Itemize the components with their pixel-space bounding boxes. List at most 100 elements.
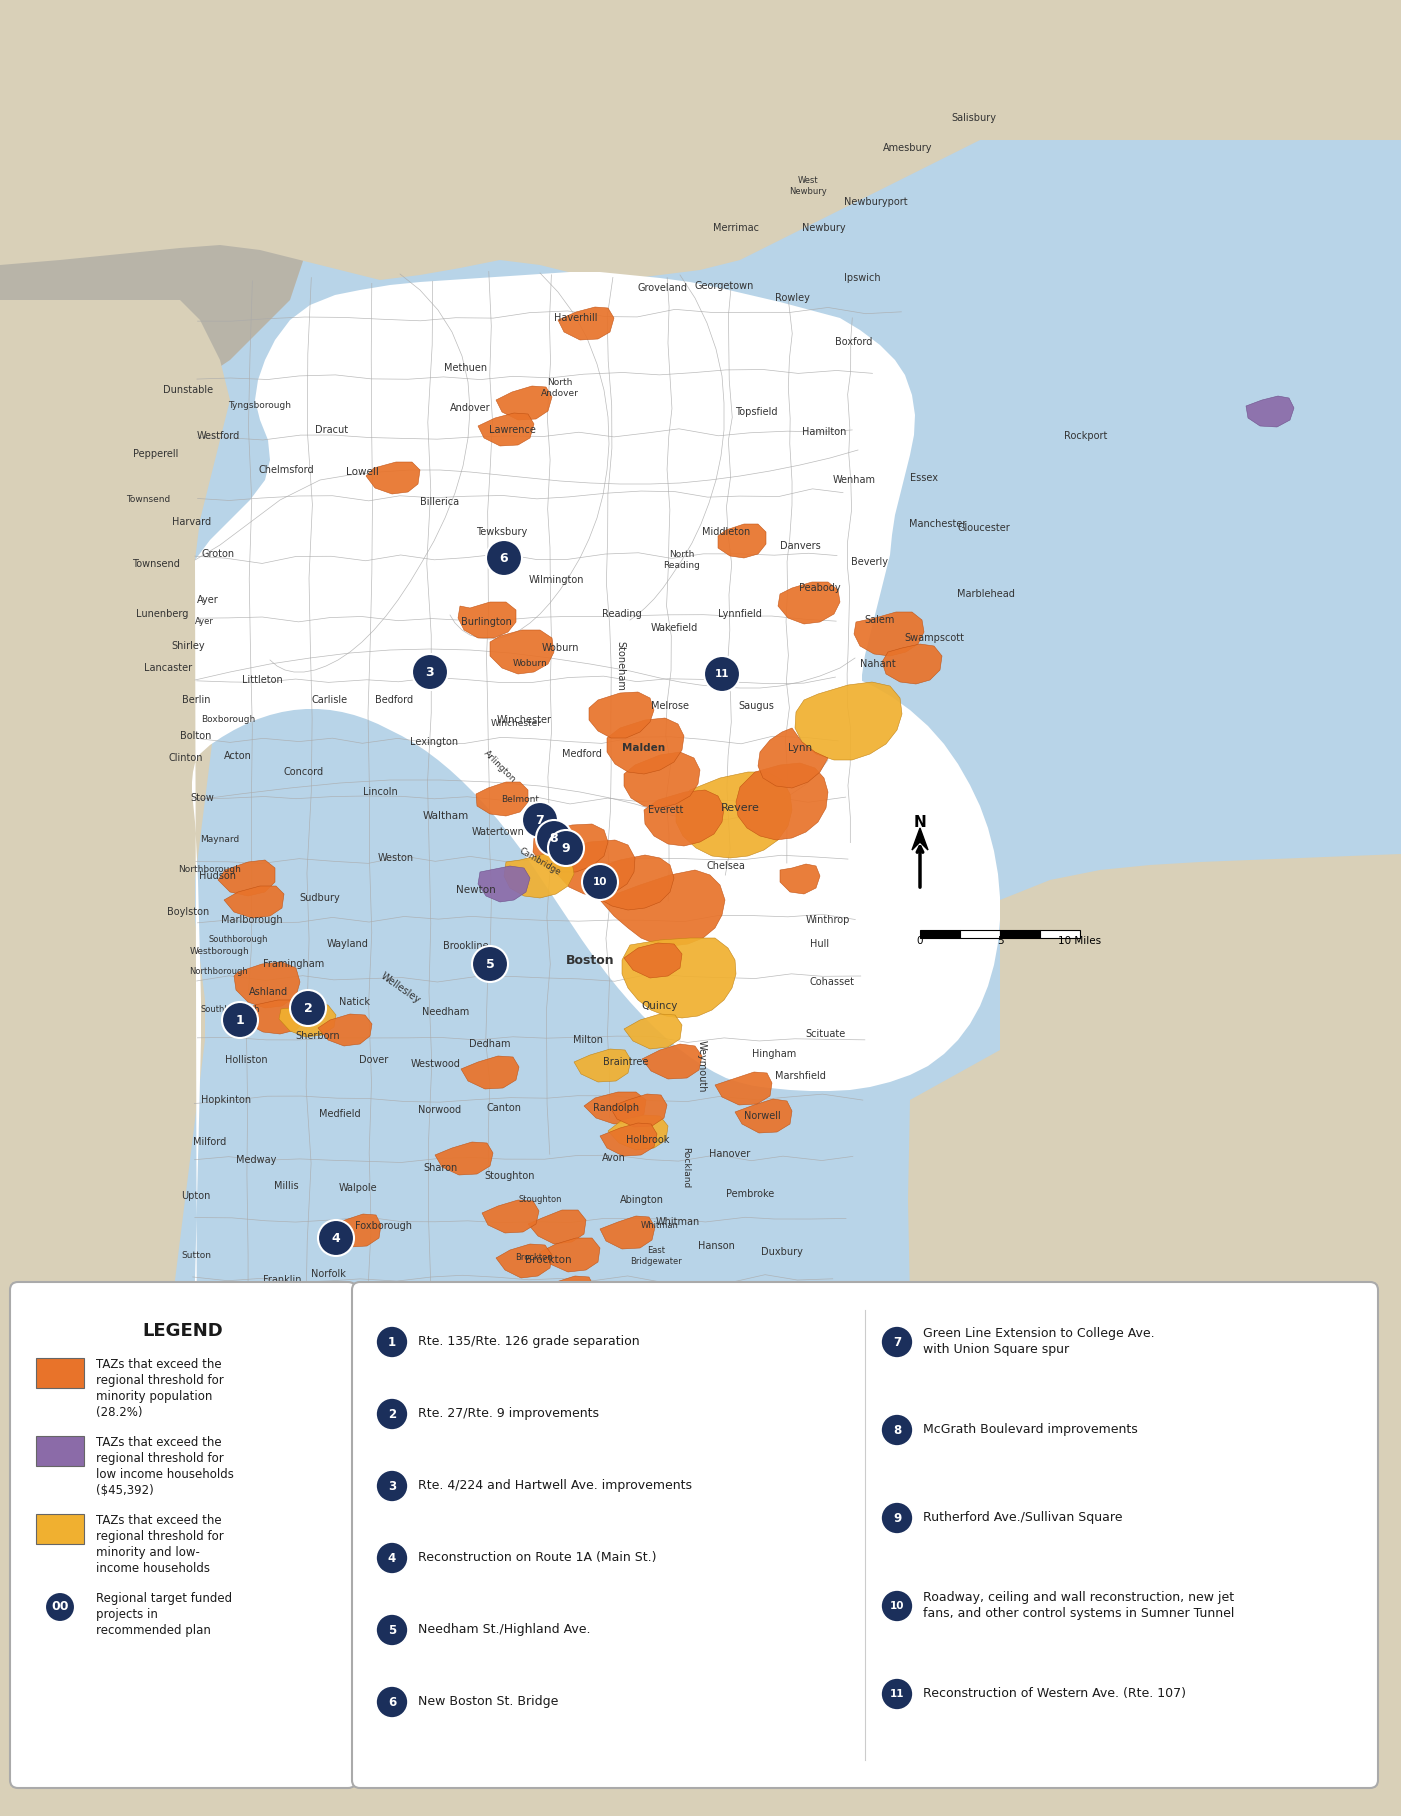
Text: regional threshold for: regional threshold for xyxy=(97,1531,224,1544)
Text: 6: 6 xyxy=(500,552,509,565)
Polygon shape xyxy=(182,1335,234,1367)
Text: Cohasset: Cohasset xyxy=(810,977,855,988)
Bar xyxy=(36,1436,84,1466)
Text: low income households: low income households xyxy=(97,1467,234,1482)
Polygon shape xyxy=(0,0,1401,280)
Text: Georgetown: Georgetown xyxy=(695,281,754,291)
Text: Hingham: Hingham xyxy=(752,1050,796,1059)
Text: Acton: Acton xyxy=(224,752,252,761)
Text: Rowley: Rowley xyxy=(775,292,810,303)
Text: Westborough: Westborough xyxy=(191,948,249,957)
Text: (28.2%): (28.2%) xyxy=(97,1406,143,1418)
Text: Bedford: Bedford xyxy=(375,696,413,705)
Text: Newbury: Newbury xyxy=(803,223,846,232)
Text: Wellesley: Wellesley xyxy=(378,972,422,1006)
Polygon shape xyxy=(588,855,674,910)
Text: Boxford: Boxford xyxy=(835,338,873,347)
Text: Dedham: Dedham xyxy=(469,1039,511,1050)
Text: TAZs that exceed the: TAZs that exceed the xyxy=(97,1515,221,1527)
Text: Swansea: Swansea xyxy=(433,1451,476,1462)
Circle shape xyxy=(523,803,558,837)
Polygon shape xyxy=(478,866,530,903)
Text: Lexington: Lexington xyxy=(410,737,458,746)
Polygon shape xyxy=(0,1582,1401,1816)
Text: Essex: Essex xyxy=(911,472,939,483)
Text: Boxborough: Boxborough xyxy=(200,716,255,725)
Text: Methuen: Methuen xyxy=(444,363,488,372)
Text: Harvard: Harvard xyxy=(172,518,212,527)
Text: East
Bridgewater: East Bridgewater xyxy=(630,1246,682,1266)
Text: Lunenberg: Lunenberg xyxy=(136,608,188,619)
Text: Haverhill: Haverhill xyxy=(555,312,598,323)
Text: Brookline: Brookline xyxy=(443,941,489,952)
Text: Weymouth: Weymouth xyxy=(698,1041,708,1091)
Text: Framingham: Framingham xyxy=(263,959,325,970)
Polygon shape xyxy=(192,272,965,1400)
Text: Pepperell: Pepperell xyxy=(133,449,179,459)
Polygon shape xyxy=(338,1395,389,1427)
Text: Weston: Weston xyxy=(378,854,415,863)
Text: 10 Miles: 10 Miles xyxy=(1058,935,1101,946)
Text: Stoughton: Stoughton xyxy=(485,1171,535,1180)
Text: Norfolk: Norfolk xyxy=(311,1269,346,1278)
Text: 4: 4 xyxy=(332,1231,340,1244)
Text: Easton: Easton xyxy=(531,1340,565,1351)
Text: Arlington: Arlington xyxy=(482,748,518,785)
Text: Cambridge: Cambridge xyxy=(517,846,562,877)
Circle shape xyxy=(412,654,448,690)
Text: Billerica: Billerica xyxy=(420,498,460,507)
Text: Carlisle: Carlisle xyxy=(312,696,347,705)
Polygon shape xyxy=(476,783,528,815)
Text: Amesbury: Amesbury xyxy=(883,143,933,153)
Circle shape xyxy=(375,1398,408,1429)
Text: Marshfield: Marshfield xyxy=(775,1071,825,1081)
Text: Holbrook: Holbrook xyxy=(626,1135,670,1146)
Text: Lynn: Lynn xyxy=(787,743,813,754)
Polygon shape xyxy=(490,630,553,674)
Text: Hudson: Hudson xyxy=(199,872,237,881)
Polygon shape xyxy=(539,1277,594,1309)
Text: 0: 0 xyxy=(916,935,923,946)
Text: North
Reading: North Reading xyxy=(664,550,700,570)
Circle shape xyxy=(375,1326,408,1358)
Text: TAZs that exceed the: TAZs that exceed the xyxy=(97,1436,221,1449)
Text: Winthrop: Winthrop xyxy=(806,915,850,924)
Text: Mendon: Mendon xyxy=(178,1426,214,1435)
Text: Middleton: Middleton xyxy=(702,527,750,538)
Text: Abington: Abington xyxy=(621,1195,664,1206)
Polygon shape xyxy=(1245,396,1295,427)
Text: Chelmsford: Chelmsford xyxy=(258,465,314,476)
Polygon shape xyxy=(623,943,682,979)
Text: Mansfield: Mansfield xyxy=(465,1315,511,1326)
Circle shape xyxy=(318,1220,354,1257)
Circle shape xyxy=(45,1593,76,1622)
Text: Belmont: Belmont xyxy=(502,795,539,804)
Text: Tewksbury: Tewksbury xyxy=(476,527,528,538)
Text: Canton: Canton xyxy=(486,1102,521,1113)
Text: Lynnfield: Lynnfield xyxy=(719,608,762,619)
Text: ($45,392): ($45,392) xyxy=(97,1484,154,1496)
Circle shape xyxy=(290,990,326,1026)
Text: regional threshold for: regional threshold for xyxy=(97,1375,224,1387)
Text: Southborough: Southborough xyxy=(200,1006,259,1015)
Text: West
Newbury: West Newbury xyxy=(789,176,827,196)
Text: Boylston: Boylston xyxy=(167,906,209,917)
Text: Whitman: Whitman xyxy=(656,1217,700,1228)
Text: TAZs that exceed the: TAZs that exceed the xyxy=(97,1358,221,1371)
Text: Hamilton: Hamilton xyxy=(801,427,846,438)
Polygon shape xyxy=(328,1215,381,1248)
Circle shape xyxy=(537,821,572,855)
Text: Freetown: Freetown xyxy=(637,1435,682,1446)
Polygon shape xyxy=(736,763,828,841)
Text: with Union Square spur: with Union Square spur xyxy=(923,1344,1069,1357)
Polygon shape xyxy=(642,1044,702,1079)
Text: Hanover: Hanover xyxy=(709,1150,751,1159)
Text: Fall River: Fall River xyxy=(544,1491,588,1502)
Text: Quincy: Quincy xyxy=(642,1001,678,1012)
Text: recommended plan: recommended plan xyxy=(97,1624,212,1636)
Polygon shape xyxy=(677,772,792,857)
Text: Westwood: Westwood xyxy=(410,1059,461,1070)
Polygon shape xyxy=(434,1142,493,1175)
FancyBboxPatch shape xyxy=(10,1282,356,1789)
Text: Lowell: Lowell xyxy=(346,467,378,478)
